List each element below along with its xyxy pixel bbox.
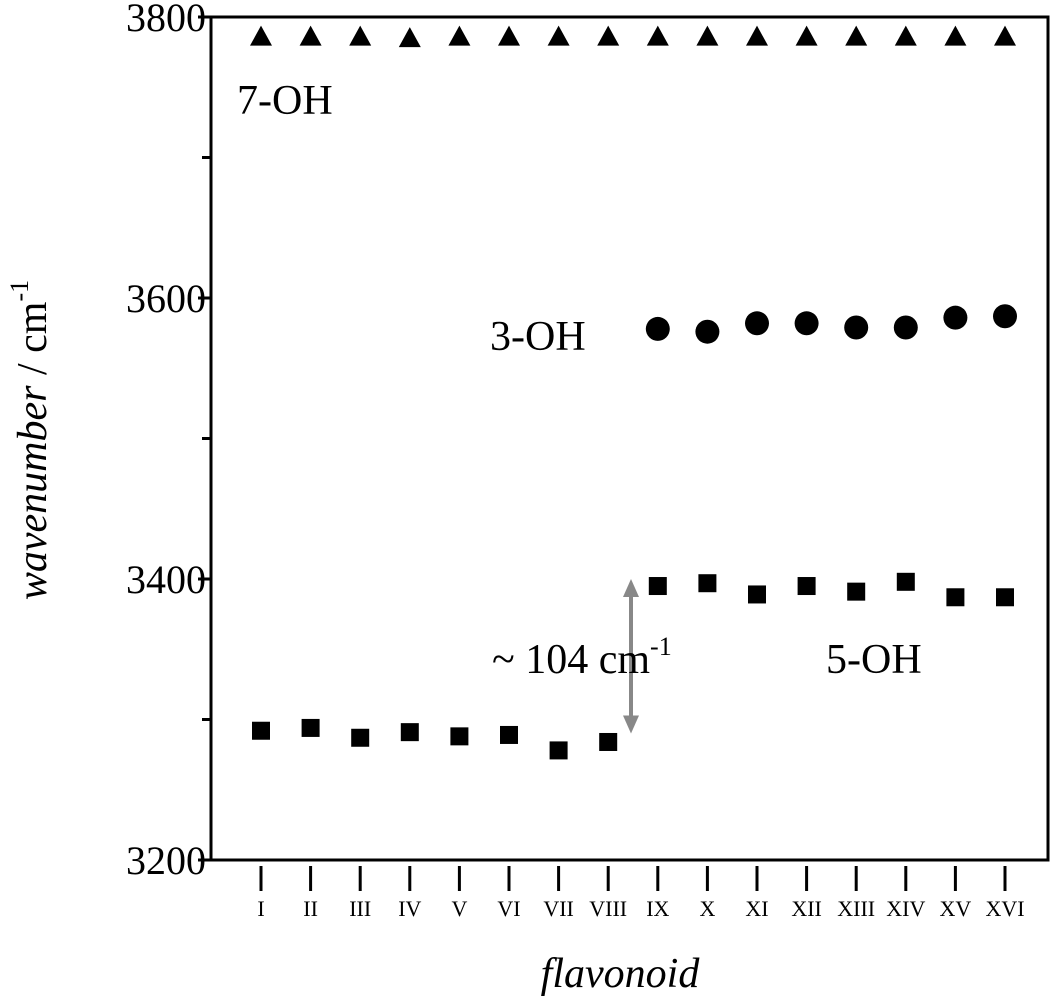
triangle-point [597, 25, 620, 46]
triangle-point [894, 25, 917, 46]
square-point [797, 577, 816, 596]
gap-annotation-label: ~ 104 cm-1 [492, 632, 672, 683]
gap-annotation-main: ~ 104 cm [492, 637, 650, 683]
triangle-point [795, 25, 818, 46]
y-axis-title-sup: -1 [5, 280, 34, 302]
x-tick-label: XIV [886, 896, 925, 921]
triangle-point [994, 25, 1016, 46]
x-tick-label: VIII [589, 896, 627, 921]
circle-point [745, 311, 769, 336]
x-tick-label: V [451, 896, 467, 921]
triangle-point [696, 25, 719, 46]
square-point [896, 572, 915, 591]
square-point [301, 718, 320, 737]
square-point [599, 732, 618, 751]
x-tick-label: II [303, 896, 318, 921]
y-axis-title: wavenumber / cm-1 [5, 280, 56, 600]
triangle-point [349, 25, 372, 46]
series-label-3oh: 3-OH [490, 314, 586, 360]
gap-annotation-sup: -1 [650, 632, 672, 661]
circle-point [893, 315, 918, 340]
x-tick-label: XV [940, 896, 972, 921]
triangle-point [944, 25, 967, 46]
circle-point [645, 316, 670, 341]
y-tick-label: 3400 [126, 557, 206, 602]
y-axis-title-main: wavenumber [10, 385, 56, 600]
y-tick-label: 3600 [126, 276, 206, 321]
x-tick-label: I [257, 896, 264, 921]
square-point [252, 721, 270, 740]
square-point [946, 588, 965, 607]
square-point [847, 582, 866, 601]
square-point [500, 725, 518, 744]
square-point [996, 588, 1014, 607]
square-point [351, 728, 370, 747]
square-point [748, 585, 766, 604]
y-tick-label: 3800 [126, 0, 206, 40]
triangle-point [845, 25, 868, 46]
x-tick-label: IX [646, 896, 669, 921]
x-tick-label: IV [398, 896, 421, 921]
triangle-point [448, 25, 471, 46]
x-tick-label: X [699, 896, 715, 921]
square-point [400, 723, 419, 742]
square-point [698, 574, 717, 593]
circle-point [695, 319, 720, 344]
triangle-point [498, 25, 520, 46]
x-tick-label: III [349, 896, 371, 921]
data-marks [250, 25, 1017, 760]
circle-point [794, 311, 819, 336]
triangle-point [646, 25, 669, 46]
x-tick-label: VI [497, 896, 520, 921]
series-label-7oh: 7-OH [237, 78, 333, 124]
triangle-point [250, 25, 272, 46]
gap-arrow-head-top [623, 579, 639, 597]
triangle-point [299, 25, 322, 46]
circle-point [943, 305, 968, 330]
triangle-point [398, 27, 421, 48]
plot-frame [209, 15, 1050, 862]
square-point [450, 727, 469, 746]
gap-annotation: ~ 104 cm-1 [492, 579, 672, 734]
x-axis-title: flavonoid [541, 951, 701, 997]
gap-arrow-head-bottom [623, 715, 639, 734]
series-label-5oh: 5-OH [826, 637, 922, 683]
square-point [549, 741, 568, 760]
square-point [648, 577, 667, 596]
y-axis-title-unit: / cm [10, 301, 56, 385]
x-tick-label: XII [791, 896, 822, 921]
y-axis: 3200 3400 3600 3800 [126, 0, 211, 883]
x-axis: I II III IV V VI VII VIII IX X XI XII XIII XIV XV XVI [257, 866, 1025, 921]
y-tick-label: 3200 [126, 838, 206, 883]
circle-point [844, 315, 869, 340]
x-tick-label: VII [543, 896, 574, 921]
triangle-point [547, 25, 570, 46]
x-tick-label: XI [745, 896, 768, 921]
x-tick-label: XVI [985, 896, 1024, 921]
circle-point [993, 304, 1017, 329]
x-tick-label: XIII [837, 896, 875, 921]
triangle-point [746, 25, 768, 46]
